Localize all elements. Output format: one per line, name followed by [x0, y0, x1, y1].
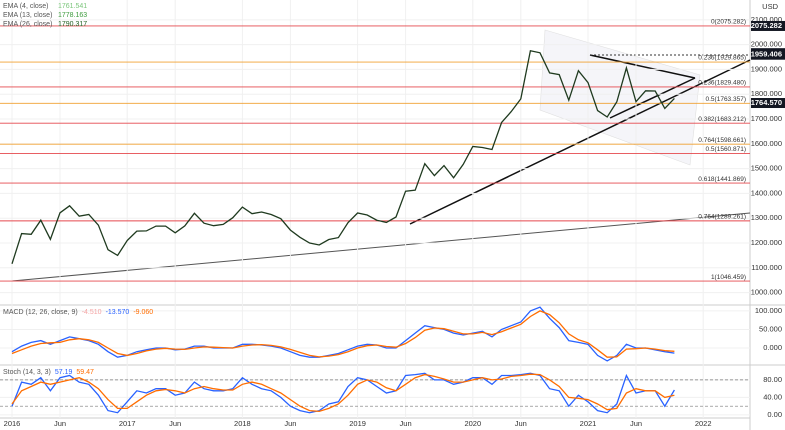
y-tick-label: 100.000	[755, 306, 782, 315]
y-tick-label: 1900.000	[751, 64, 782, 73]
legend-name: EMA (4, close)	[3, 3, 49, 10]
pane-title: Stoch (14, 3, 3)	[3, 369, 51, 376]
y-tick-label: 2000.000	[751, 40, 782, 49]
fib-label: 0.5(1763.357)	[706, 96, 746, 103]
series-line	[11, 372, 675, 414]
price-label-box	[751, 98, 785, 109]
x-tick-label: 2018	[234, 419, 251, 428]
fib-label: 0.382(1683.212)	[698, 116, 746, 123]
legend-value: 1790.317	[58, 21, 87, 28]
trendline	[589, 54, 696, 79]
pane-title: MACD (12, 26, close, 9)	[3, 309, 78, 316]
x-tick-label: Jun	[54, 419, 66, 428]
y-tick-label: 0.00	[767, 410, 782, 419]
y-tick-label: 50.000	[759, 324, 782, 333]
x-tick-label: 2016	[4, 419, 21, 428]
pane-readout: -13.570	[106, 309, 130, 316]
fib-label: 0.764(1289.261)	[698, 214, 746, 221]
series-line	[11, 310, 675, 358]
fib-label: 0.764(1598.661)	[698, 137, 746, 144]
y-tick-label: 80.00	[763, 375, 782, 384]
fib-label: 1(1046.459)	[711, 274, 746, 281]
x-tick-label: 2022	[695, 419, 712, 428]
y-tick-label: 1700.000	[751, 114, 782, 123]
x-tick-label: Jun	[630, 419, 642, 428]
price-label: 1764.570	[751, 98, 782, 107]
legend-name: EMA (13, close)	[3, 12, 52, 19]
price-label-box	[751, 20, 785, 31]
trendline	[11, 212, 751, 282]
y-tick-label: 1500.000	[751, 164, 782, 173]
y-tick-label: 1000.000	[751, 288, 782, 297]
y-tick-label: 1300.000	[751, 213, 782, 222]
legend-value: 1761.541	[58, 3, 87, 10]
series-line	[11, 373, 675, 413]
pane-readout: -9.060	[133, 309, 153, 316]
fib-label: 0.236(1829.480)	[698, 80, 746, 87]
x-tick-label: Jun	[400, 419, 412, 428]
pane-readout: -4.510	[82, 309, 102, 316]
fib-label: 0.618(1441.869)	[698, 176, 746, 183]
y-tick-label: 40.00	[763, 392, 782, 401]
series-line	[11, 306, 675, 362]
y-tick-label: 1100.000	[751, 263, 782, 272]
price-label-box	[751, 49, 785, 60]
fib-label: 0.236(1929.865)	[698, 55, 746, 62]
x-tick-label: 2021	[580, 419, 597, 428]
currency: USD	[762, 2, 778, 11]
x-tick-label: Jun	[169, 419, 181, 428]
y-tick-label: 1800.000	[751, 89, 782, 98]
price-label: 1959.406	[751, 50, 782, 59]
legend-name: EMA (26, close)	[3, 21, 52, 28]
series-line	[11, 50, 675, 264]
pane-readout: 57.19	[55, 369, 73, 376]
x-tick-label: Jun	[515, 419, 527, 428]
channel	[539, 29, 701, 166]
y-tick-label: 2100.000	[751, 15, 782, 24]
x-tick-label: Jun	[284, 419, 296, 428]
x-tick-label: 2019	[349, 419, 366, 428]
pane-readout: 59.47	[76, 369, 94, 376]
y-tick-label: 1200.000	[751, 238, 782, 247]
x-tick-label: 2020	[464, 419, 481, 428]
legend-value: 1778.163	[58, 12, 87, 19]
trendline	[609, 77, 696, 119]
fib-label: 0(2075.282)	[711, 19, 746, 26]
price-label: 2075.282	[751, 21, 782, 30]
x-tick-label: 2017	[119, 419, 136, 428]
y-tick-label: 1400.000	[751, 188, 782, 197]
y-tick-label: 0.000	[763, 343, 782, 352]
y-tick-label: 1600.000	[751, 139, 782, 148]
fib-label: 0.5(1560.871)	[706, 146, 746, 153]
